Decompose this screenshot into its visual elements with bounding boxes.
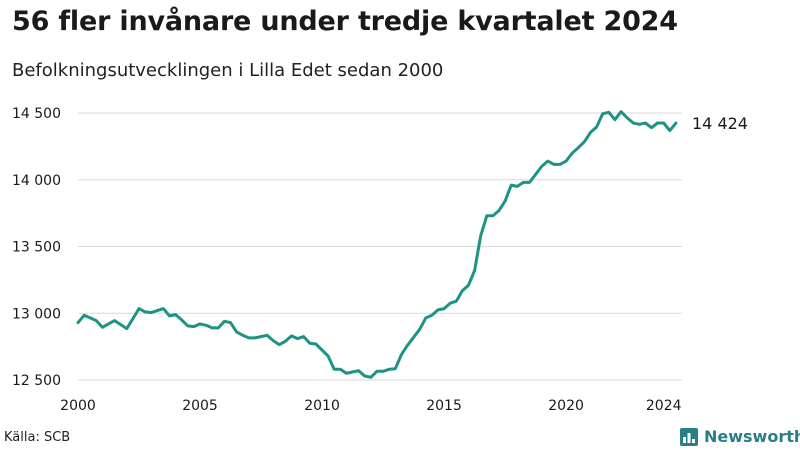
y-tick-label: 13 500 [12, 240, 61, 256]
chart-title: 56 fler invånare under tredje kvartalet … [12, 6, 678, 37]
x-tick-label: 2010 [304, 398, 340, 414]
series-line [76, 110, 678, 379]
x-tick-label: 2000 [60, 398, 96, 414]
y-tick-label: 13 000 [12, 306, 61, 322]
brand-logo[interactable]: Newsworthy [680, 427, 800, 446]
source-credit: Källa: SCB [4, 430, 71, 445]
x-tick-label: 2015 [426, 398, 462, 414]
y-tick-label: 14 500 [12, 106, 61, 122]
y-tick-label: 12 500 [12, 373, 61, 389]
x-tick-label: 2005 [182, 398, 218, 414]
chart-subtitle: Befolkningsutvecklingen i Lilla Edet sed… [12, 60, 444, 81]
y-tick-label: 14 000 [12, 173, 61, 189]
x-tick-label: 2020 [548, 398, 584, 414]
x-tick-label: 2024 [646, 398, 682, 414]
end-value-label: 14 424 [692, 114, 748, 133]
brand-name: Newsworthy [704, 427, 800, 446]
bar-chart-logo-icon [680, 427, 698, 446]
